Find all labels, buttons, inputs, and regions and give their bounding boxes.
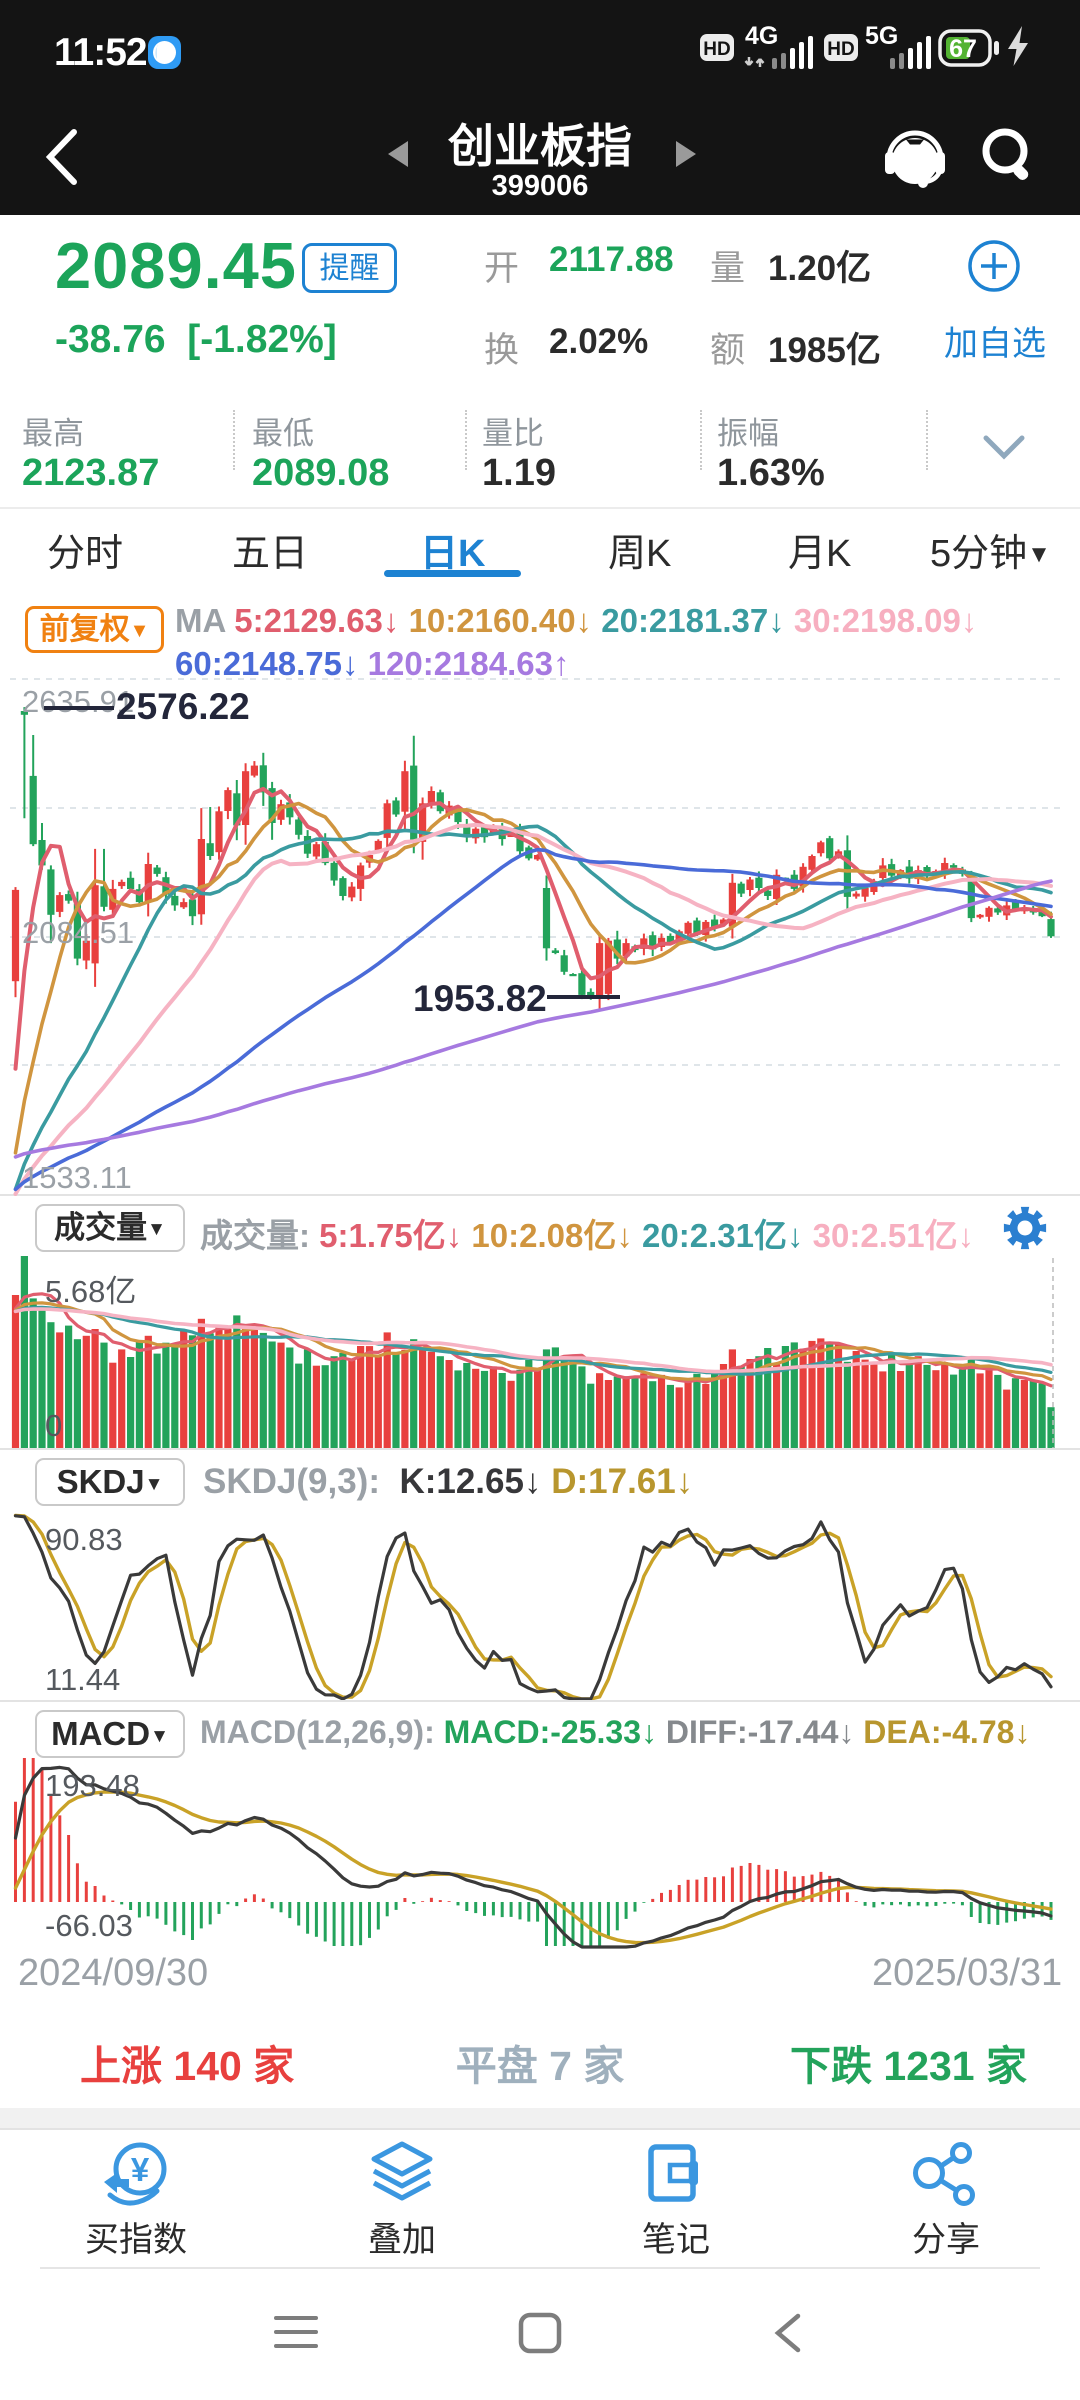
svg-text:¥: ¥ <box>131 2151 150 2188</box>
svg-text:HD: HD <box>703 39 730 60</box>
svg-text:HD: HD <box>827 39 854 60</box>
svg-text:67: 67 <box>949 35 977 63</box>
svg-text:5G: 5G <box>865 22 898 50</box>
svg-text:4G: 4G <box>745 22 778 50</box>
